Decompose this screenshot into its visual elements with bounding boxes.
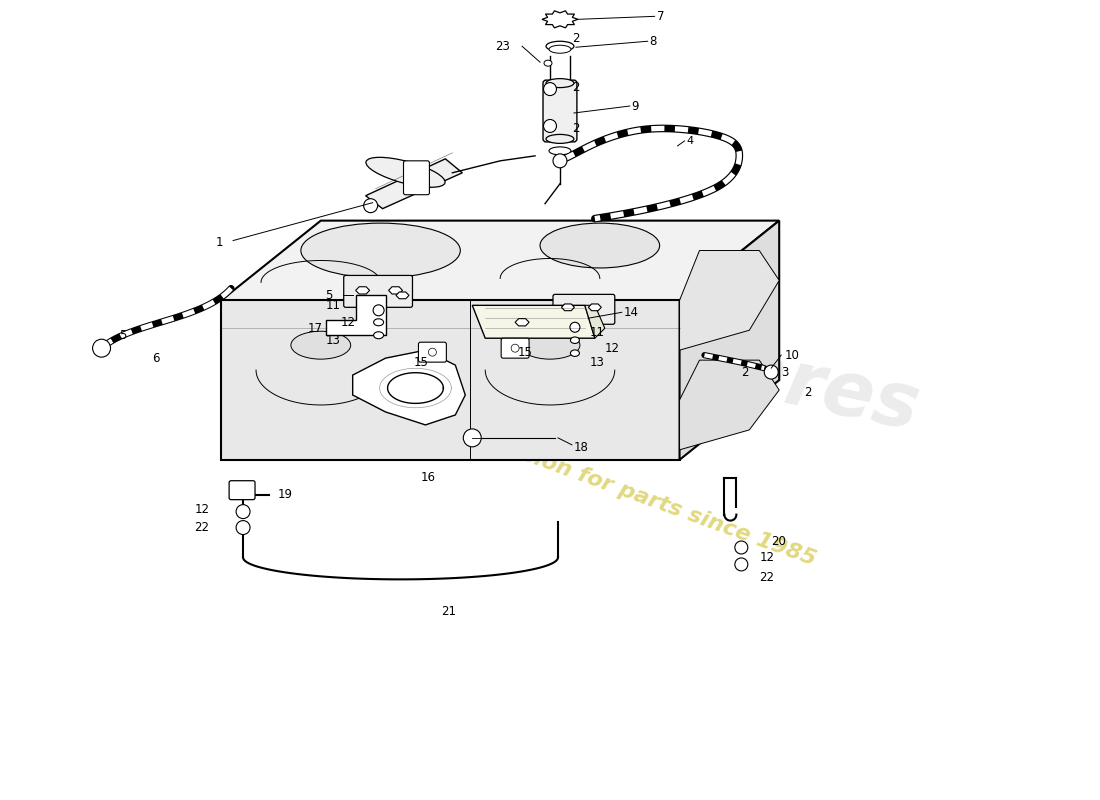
Circle shape — [735, 541, 748, 554]
Text: 22: 22 — [759, 571, 774, 584]
Circle shape — [543, 119, 557, 133]
Ellipse shape — [571, 337, 580, 343]
Ellipse shape — [366, 158, 446, 187]
Ellipse shape — [290, 331, 351, 359]
Text: 2: 2 — [572, 122, 580, 135]
Polygon shape — [585, 306, 605, 338]
Polygon shape — [472, 306, 595, 338]
Text: 20: 20 — [771, 535, 786, 548]
Text: 5: 5 — [119, 329, 126, 342]
Text: a passion for parts since 1985: a passion for parts since 1985 — [456, 422, 820, 570]
Polygon shape — [485, 370, 615, 405]
FancyBboxPatch shape — [553, 294, 615, 324]
Text: 12: 12 — [759, 551, 774, 564]
Circle shape — [543, 82, 557, 95]
Polygon shape — [221, 300, 680, 460]
Circle shape — [512, 344, 519, 352]
Circle shape — [463, 429, 481, 447]
Text: 2: 2 — [572, 81, 580, 94]
Text: 15: 15 — [414, 356, 428, 369]
Text: 11: 11 — [590, 326, 605, 338]
Text: 19: 19 — [278, 488, 293, 501]
Circle shape — [735, 558, 748, 571]
Circle shape — [364, 198, 377, 213]
FancyBboxPatch shape — [229, 481, 255, 500]
Text: 12: 12 — [341, 316, 355, 329]
Polygon shape — [256, 370, 386, 405]
Text: eurospares: eurospares — [438, 274, 925, 446]
Text: 16: 16 — [420, 471, 436, 484]
Circle shape — [236, 505, 250, 518]
Polygon shape — [326, 295, 386, 335]
Polygon shape — [396, 292, 409, 298]
Polygon shape — [221, 221, 779, 300]
Text: 18: 18 — [574, 442, 589, 454]
Text: 4: 4 — [686, 136, 694, 146]
Text: 11: 11 — [326, 299, 341, 312]
Polygon shape — [355, 286, 370, 294]
Polygon shape — [515, 318, 529, 326]
Polygon shape — [680, 360, 779, 450]
Ellipse shape — [546, 78, 574, 87]
Text: 12: 12 — [195, 503, 209, 516]
Text: 1: 1 — [216, 236, 223, 249]
Circle shape — [236, 521, 250, 534]
Text: 3: 3 — [781, 366, 789, 378]
Text: 21: 21 — [441, 605, 455, 618]
Text: 2: 2 — [804, 386, 812, 398]
Text: 5: 5 — [326, 289, 333, 302]
Text: 10: 10 — [784, 349, 799, 362]
Text: 12: 12 — [605, 342, 619, 354]
Text: 8: 8 — [650, 34, 657, 48]
Ellipse shape — [374, 318, 384, 326]
Polygon shape — [561, 304, 574, 310]
Polygon shape — [353, 350, 465, 425]
Ellipse shape — [546, 134, 574, 143]
Ellipse shape — [520, 331, 580, 359]
Circle shape — [570, 322, 580, 332]
Ellipse shape — [549, 147, 571, 155]
Circle shape — [764, 365, 778, 379]
FancyBboxPatch shape — [502, 338, 529, 358]
Circle shape — [428, 348, 437, 356]
Ellipse shape — [374, 332, 384, 338]
Polygon shape — [365, 159, 462, 209]
Ellipse shape — [540, 223, 660, 268]
Text: 6: 6 — [152, 352, 160, 365]
Circle shape — [92, 339, 110, 357]
Polygon shape — [680, 250, 779, 350]
FancyBboxPatch shape — [404, 161, 429, 194]
Polygon shape — [680, 221, 779, 460]
Ellipse shape — [546, 42, 574, 51]
FancyBboxPatch shape — [418, 342, 447, 362]
Text: 23: 23 — [495, 40, 510, 53]
FancyBboxPatch shape — [543, 80, 576, 142]
Text: 7: 7 — [657, 10, 664, 23]
Ellipse shape — [549, 46, 571, 54]
Text: 14: 14 — [624, 306, 639, 319]
Circle shape — [373, 305, 384, 316]
Text: 15: 15 — [518, 346, 534, 358]
Ellipse shape — [544, 60, 552, 66]
Ellipse shape — [571, 350, 580, 357]
Text: 9: 9 — [631, 99, 639, 113]
Ellipse shape — [301, 223, 460, 278]
Text: 2: 2 — [572, 32, 580, 45]
Text: 2: 2 — [741, 366, 749, 378]
Text: 17: 17 — [308, 322, 322, 334]
Text: 13: 13 — [326, 334, 341, 346]
Polygon shape — [588, 304, 602, 310]
Polygon shape — [542, 10, 578, 28]
Text: 22: 22 — [195, 521, 209, 534]
Circle shape — [553, 154, 566, 168]
FancyBboxPatch shape — [343, 275, 412, 307]
Polygon shape — [388, 286, 403, 294]
Text: 13: 13 — [590, 356, 605, 369]
